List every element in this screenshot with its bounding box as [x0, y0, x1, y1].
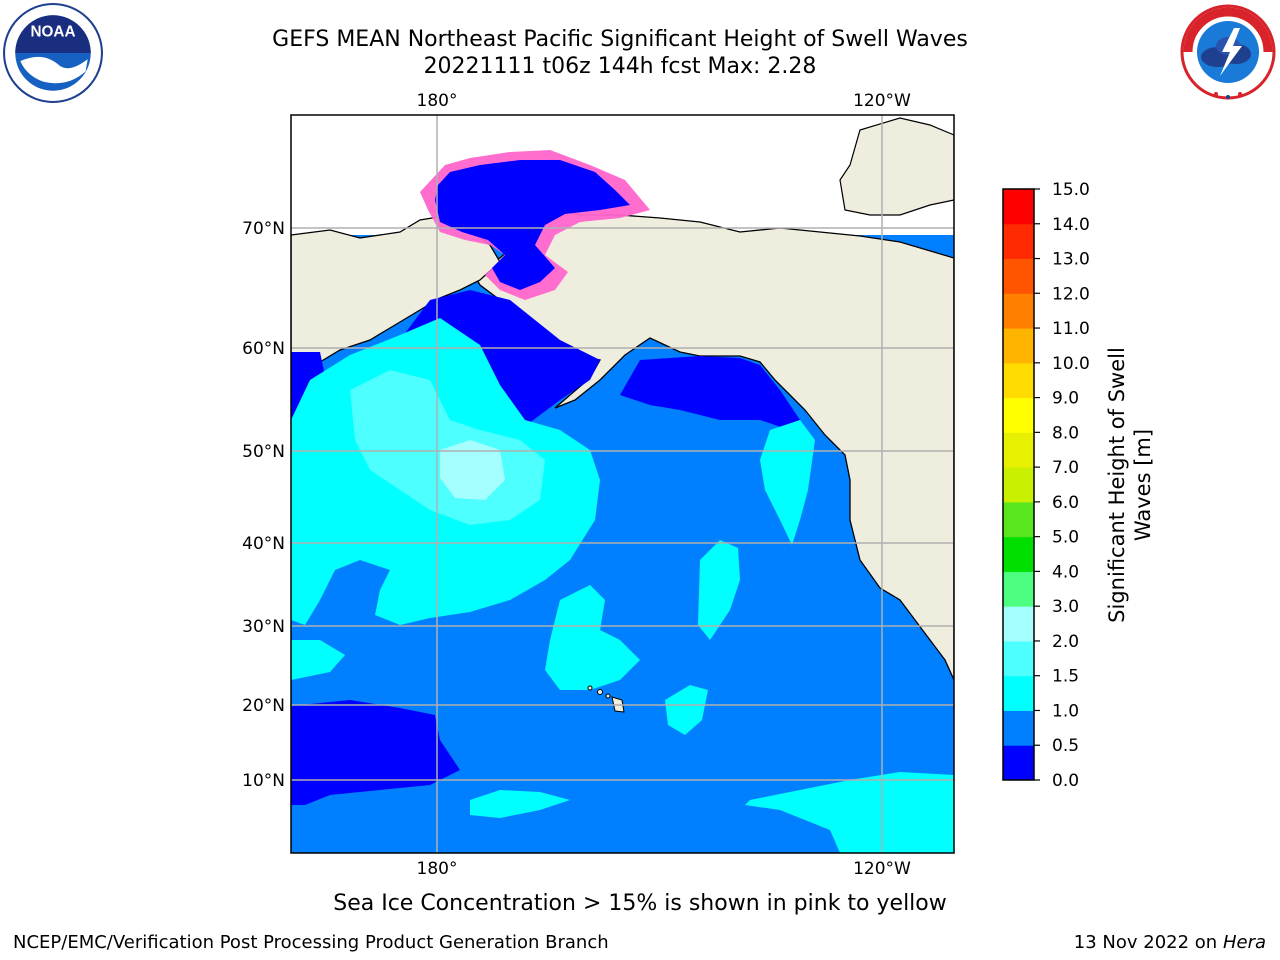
lat-tick-70: 70°N	[242, 219, 285, 239]
swell-1.0-1.5-central	[698, 540, 740, 640]
footer-host: Hera	[1222, 932, 1266, 953]
noaa-logo-text: NOAA	[31, 24, 76, 41]
colorbar-swatch	[1003, 675, 1034, 711]
sea-0-0.5-north	[435, 160, 630, 290]
map-area	[291, 115, 954, 853]
colorbar-tick-label: 1.0	[1052, 701, 1079, 721]
colorbar-swatch	[1003, 362, 1034, 399]
colorbar-tick-label: 9.0	[1052, 389, 1079, 409]
colorbar-tick-label: 0.0	[1052, 771, 1079, 791]
map-subtitle: 20221111 t06z 144h fcst Max: 2.28	[423, 54, 817, 79]
swell-1.0-1.5-south	[665, 685, 708, 735]
colorbar-tick-label: 3.0	[1052, 597, 1079, 617]
lon-tick-top-1: 180°	[417, 91, 458, 111]
lat-tick-20: 20°N	[242, 696, 285, 716]
lat-tick-40: 40°N	[242, 534, 285, 554]
colorbar-tick-label: 1.5	[1052, 667, 1079, 687]
lat-tick-30: 30°N	[242, 617, 285, 637]
colorbar-swatch	[1003, 328, 1034, 364]
colorbar-label-line1: Significant Height of Swell	[1105, 347, 1129, 623]
colorbar-tick-label: 15.0	[1052, 180, 1090, 200]
colorbar-tick-label: 2.0	[1052, 632, 1079, 652]
lon-tick-top-2: 120°W	[853, 91, 911, 111]
colorbar-tick-label: 14.0	[1052, 215, 1090, 235]
colorbar-tick-label: 4.0	[1052, 562, 1079, 582]
footer-date-text: 13 Nov 2022 on	[1073, 932, 1218, 953]
colorbar-tick-label: 8.0	[1052, 423, 1079, 443]
nws-logo	[1180, 4, 1276, 100]
colorbar-swatch	[1003, 223, 1034, 260]
colorbar	[1003, 189, 1034, 781]
colorbar-label-line2: Waves [m]	[1131, 429, 1155, 541]
colorbar-swatch	[1003, 710, 1034, 746]
swell-1.0-1.5-hawaii	[545, 585, 640, 690]
colorbar-tick-label: 11.0	[1052, 319, 1090, 339]
lon-tick-bottom-2: 120°W	[853, 859, 911, 879]
lat-tick-60: 60°N	[242, 339, 285, 359]
colorbar-tick-label: 6.0	[1052, 493, 1079, 513]
colorbar-swatch	[1003, 467, 1034, 503]
sea-0-0.5-south	[291, 700, 460, 805]
colorbar-swatch	[1003, 293, 1034, 329]
colorbar-tick-label: 0.5	[1052, 736, 1079, 756]
noaa-logo: NOAA	[3, 3, 103, 103]
colorbar-ticks: 0.0 0.5 1.0 1.5 2.0 3.0 4.0 5.0 6.0 7.0 8.0 9.0 10.0…	[1034, 180, 1090, 791]
lat-tick-10: 10°N	[242, 771, 285, 791]
colorbar-tick-label: 13.0	[1052, 250, 1090, 270]
swell-1.0-1.5-tropics	[745, 772, 954, 853]
lat-tick-50: 50°N	[242, 442, 285, 462]
colorbar-swatch	[1003, 189, 1034, 225]
colorbar-swatch	[1003, 640, 1034, 677]
colorbar-swatch	[1003, 536, 1034, 572]
footer-date: 13 Nov 2022 on Hera	[1074, 932, 1266, 953]
map-title: GEFS MEAN Northeast Pacific Significant …	[272, 27, 968, 52]
colorbar-swatch	[1003, 501, 1034, 538]
colorbar-swatch	[1003, 397, 1034, 433]
colorbar-swatch	[1003, 258, 1034, 294]
colorbar-tick-label: 5.0	[1052, 528, 1079, 548]
graticule	[291, 115, 954, 853]
sea-0-0.5-goa	[620, 356, 800, 430]
swell-2.0-3.0	[440, 440, 505, 500]
swell-1.0-1.5-sw	[470, 790, 570, 818]
land-arctic-islands	[839, 117, 954, 216]
colorbar-swatch	[1003, 745, 1034, 781]
map-frame	[290, 114, 955, 854]
swell-1.0-1.5-west	[291, 640, 345, 680]
colorbar-tick-label: 7.0	[1052, 458, 1079, 478]
land-siberia	[291, 214, 501, 401]
colorbar-tick-label: 12.0	[1052, 284, 1090, 304]
footer-credit: NCEP/EMC/Verification Post Processing Pr…	[13, 932, 609, 953]
lon-tick-bottom-1: 180°	[417, 859, 458, 879]
sea-ice-note: Sea Ice Concentration > 15% is shown in …	[333, 891, 947, 916]
colorbar-swatch	[1003, 432, 1034, 468]
colorbar-swatch	[1003, 571, 1034, 607]
colorbar-swatch	[1003, 606, 1034, 642]
colorbar-frame	[1002, 188, 1035, 781]
colorbar-tick-label: 10.0	[1052, 354, 1090, 374]
